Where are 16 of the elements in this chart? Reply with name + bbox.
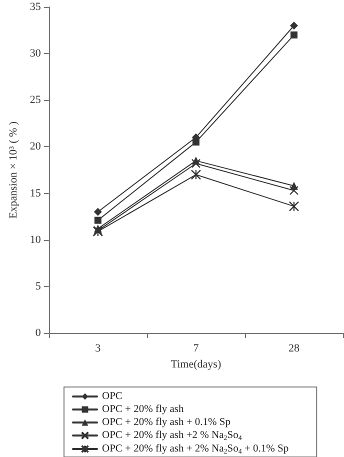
y-tick-label: 30	[30, 48, 42, 60]
x-tick-label: 3	[95, 342, 102, 354]
y-tick-label: 20	[30, 140, 42, 153]
y-tick-label: 10	[30, 234, 42, 246]
y-tick-label: 35	[30, 1, 42, 13]
y-axis-title: Expansion × 10³ ( % )	[8, 121, 20, 219]
x-tick-label: 28	[288, 342, 300, 354]
y-tick-label: 15	[30, 187, 42, 200]
y-tick-label: 5	[35, 280, 42, 292]
legend-label: OPC + 20% fly ash + 0.1% Sp	[102, 417, 231, 428]
y-tick-label: 25	[30, 94, 42, 106]
legend-label: OPC + 20% fly ash	[102, 404, 185, 415]
y-tick-label: 0	[35, 327, 42, 339]
legend-label: OPC	[102, 391, 122, 402]
x-tick-label: 7	[193, 342, 200, 354]
x-axis-title: Time(days)	[170, 358, 222, 370]
